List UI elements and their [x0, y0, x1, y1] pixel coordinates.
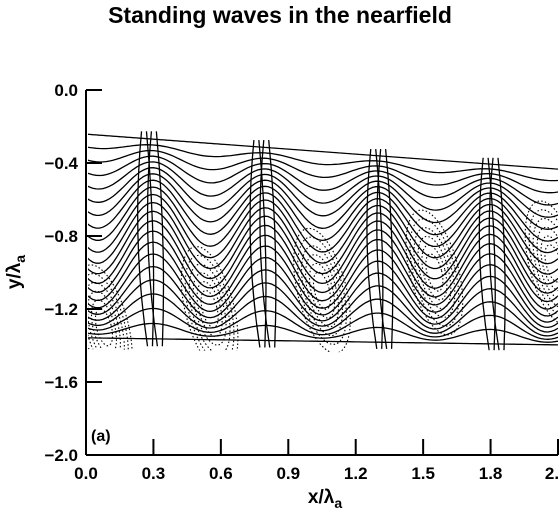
standing-wave-cell	[180, 246, 239, 355]
ridge-contour	[258, 139, 267, 348]
ridge-contour	[487, 157, 496, 351]
standing-wave-cell	[524, 200, 558, 327]
panel-label: (a)	[91, 428, 111, 445]
x-tick-label: 1.5	[411, 464, 435, 483]
contour-line	[88, 241, 558, 317]
standing-wave-cell	[417, 235, 452, 310]
standing-wave-cell	[297, 236, 347, 345]
standing-wave-cell	[188, 263, 231, 355]
ridge-contour	[268, 139, 277, 348]
x-axis-label: x/λa	[308, 487, 342, 511]
contour-line	[88, 293, 558, 337]
x-tick-label: 0.3	[142, 464, 166, 483]
contour-line	[88, 167, 558, 230]
x-tick-label: 1.2	[344, 464, 368, 483]
ridge-contour	[376, 149, 388, 349]
contour-lines	[88, 131, 558, 355]
y-tick-label: −0.8	[44, 227, 78, 246]
contour-line	[88, 279, 558, 333]
x-tick-label: 0.6	[209, 464, 233, 483]
y-tick-label: −1.2	[44, 300, 78, 319]
standing-wave-cell	[536, 226, 558, 300]
ridge-contour	[146, 131, 159, 347]
ridge-contour	[478, 157, 490, 351]
chart-title: Standing waves in the nearfield	[108, 2, 452, 28]
contour-line	[88, 133, 558, 170]
ridge-contour	[366, 149, 378, 349]
x-tick-label: 2.	[545, 464, 559, 483]
contour-line	[88, 144, 558, 182]
standing-wave-cell	[540, 235, 558, 292]
contour-line	[88, 307, 558, 340]
standing-wave-cell	[184, 254, 235, 355]
standing-wave-cell	[532, 217, 558, 309]
ridge-contour	[137, 131, 149, 347]
x-tick-label: 0.9	[276, 464, 300, 483]
standing-wave-cell	[88, 264, 133, 355]
contour-line	[88, 149, 558, 194]
contour-line	[88, 173, 558, 242]
ridge-contour	[249, 139, 261, 348]
standing-wave-cell	[308, 262, 336, 319]
standing-wave-cell	[90, 299, 118, 355]
standing-wave-cell	[312, 271, 332, 310]
x-tick-label: 1.8	[479, 464, 503, 483]
contour-line	[88, 155, 558, 206]
x-tick-label: 0.0	[74, 464, 98, 483]
contour-line	[88, 161, 558, 218]
y-tick-label: 0.0	[54, 81, 78, 100]
ridge-contour	[375, 149, 384, 349]
ridge-contour	[155, 131, 165, 347]
standing-wave-cell	[305, 254, 339, 328]
standing-wave-cell	[192, 272, 227, 346]
standing-wave-cell	[94, 308, 114, 347]
ridge-contour	[384, 149, 394, 349]
standing-wave-cell	[409, 218, 460, 327]
contour-line	[88, 253, 558, 323]
contour-line	[88, 337, 558, 346]
standing-wave-cell	[196, 281, 223, 337]
standing-wave-cell	[88, 290, 121, 355]
standing-wave-cell	[88, 273, 129, 355]
ridge-contour	[497, 157, 506, 351]
y-tick-label: −0.4	[44, 154, 78, 173]
y-tick-label: −1.6	[44, 373, 78, 392]
axes: 0.0 0.3 0.6 0.9 1.2 1.5 1.8 2. 0.0 −0.4 −0.8 −1.2 −1…	[4, 81, 559, 511]
ridge-contour	[259, 139, 271, 348]
standing-wave-cell	[413, 227, 456, 318]
standing-wave-cell	[421, 244, 448, 301]
standing-wave-cell	[200, 289, 219, 329]
ridge-contour	[145, 131, 155, 347]
y-tick-label: −2.0	[44, 446, 78, 465]
standing-wave-cell	[301, 245, 343, 337]
ridge-contour	[488, 157, 500, 351]
contour-line	[88, 265, 558, 329]
standing-wave-cell	[425, 253, 444, 292]
y-axis-label: y/λa	[4, 255, 28, 289]
standing-wave-cell	[88, 281, 125, 355]
